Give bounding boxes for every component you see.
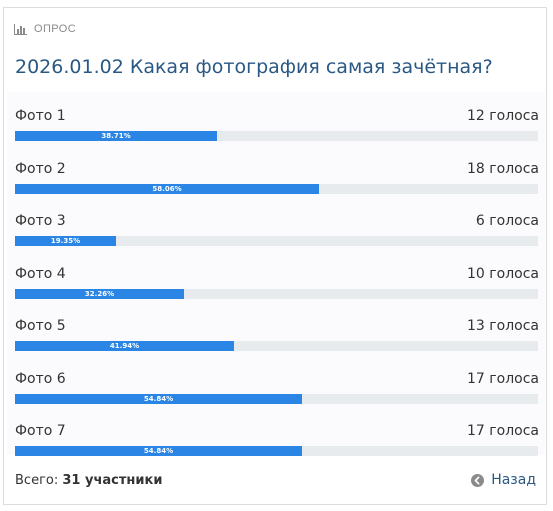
poll-bar-percent: 54.84% — [143, 447, 174, 455]
poll-title: 2026.01.02 Какая фотография самая зачётн… — [15, 56, 493, 78]
poll-option: Фото 7 17 голоса 54.84% — [15, 414, 539, 456]
poll-option: Фото 6 17 голоса 54.84% — [15, 362, 539, 404]
poll-bar-fill: 54.84% — [15, 446, 302, 456]
back-button[interactable]: Назад — [471, 472, 536, 488]
poll-option-votes: 10 голоса — [467, 265, 539, 282]
poll-bar-fill: 32.26% — [15, 288, 184, 299]
poll-bar-fill: 38.71% — [15, 131, 217, 141]
poll-bar-percent: 54.84% — [143, 394, 174, 403]
poll-option-label: Фото 6 — [15, 370, 66, 387]
poll-option: Фото 3 6 голоса 19.35% — [15, 204, 539, 246]
poll-option: Фото 2 18 голоса 58.06% — [15, 152, 539, 194]
poll-option-votes: 6 голоса — [475, 213, 539, 229]
poll-bar-track: 32.26% — [15, 288, 538, 299]
poll-header-label: ОПРОС — [34, 23, 77, 35]
poll-option-label: Фото 7 — [15, 423, 66, 439]
poll-total: Всего: 31 участники — [15, 473, 162, 488]
poll-bar-track: 19.35% — [15, 236, 538, 246]
poll-bar-percent: 58.06% — [152, 184, 182, 193]
poll-bar-fill: 54.84% — [15, 393, 302, 404]
poll-bar-fill: 41.94% — [15, 341, 234, 351]
poll-bar-track: 54.84% — [15, 393, 538, 404]
poll-option: Фото 1 12 голоса 38.71% — [15, 99, 539, 141]
arrow-left-circle-icon — [471, 473, 485, 487]
poll-options: Фото 1 12 голоса 38.71% Фото 2 18 голоса 58.0… — [7, 92, 545, 456]
poll-option-label: Фото 4 — [15, 265, 66, 282]
poll-bar-track: 41.94% — [15, 341, 538, 351]
poll-option-votes: 18 голоса — [467, 160, 539, 177]
poll-bar-percent: 38.71% — [101, 132, 131, 140]
bar-chart-icon — [14, 23, 27, 35]
poll-option-votes: 12 голоса — [467, 108, 539, 124]
poll-option: Фото 4 10 голоса 32.26% — [15, 257, 539, 299]
poll-option-votes: 17 голоса — [467, 423, 539, 439]
poll-option-votes: 13 голоса — [467, 318, 539, 334]
poll-option-label: Фото 5 — [15, 318, 66, 334]
poll-total-label: Всего: — [15, 473, 59, 488]
poll-card: ОПРОС 2026.01.02 Какая фотография самая … — [3, 7, 547, 505]
back-button-label: Назад — [491, 472, 536, 488]
poll-bar-percent: 32.26% — [84, 289, 115, 298]
poll-bar-fill: 19.35% — [15, 236, 116, 246]
poll-bar-percent: 41.94% — [109, 342, 140, 350]
poll-header: ОПРОС — [14, 21, 76, 37]
poll-bar-track: 58.06% — [15, 183, 538, 194]
poll-option-label: Фото 3 — [15, 213, 66, 229]
poll-bar-percent: 19.35% — [50, 237, 81, 245]
poll-bar-track: 38.71% — [15, 131, 538, 141]
poll-bar-fill: 58.06% — [15, 183, 319, 194]
poll-option-label: Фото 2 — [15, 160, 66, 177]
poll-option-votes: 17 голоса — [467, 370, 539, 387]
poll-option: Фото 5 13 голоса 41.94% — [15, 309, 539, 351]
poll-total-value: 31 участники — [62, 473, 163, 488]
poll-option-label: Фото 1 — [15, 108, 66, 124]
poll-bar-track: 54.84% — [15, 446, 538, 456]
